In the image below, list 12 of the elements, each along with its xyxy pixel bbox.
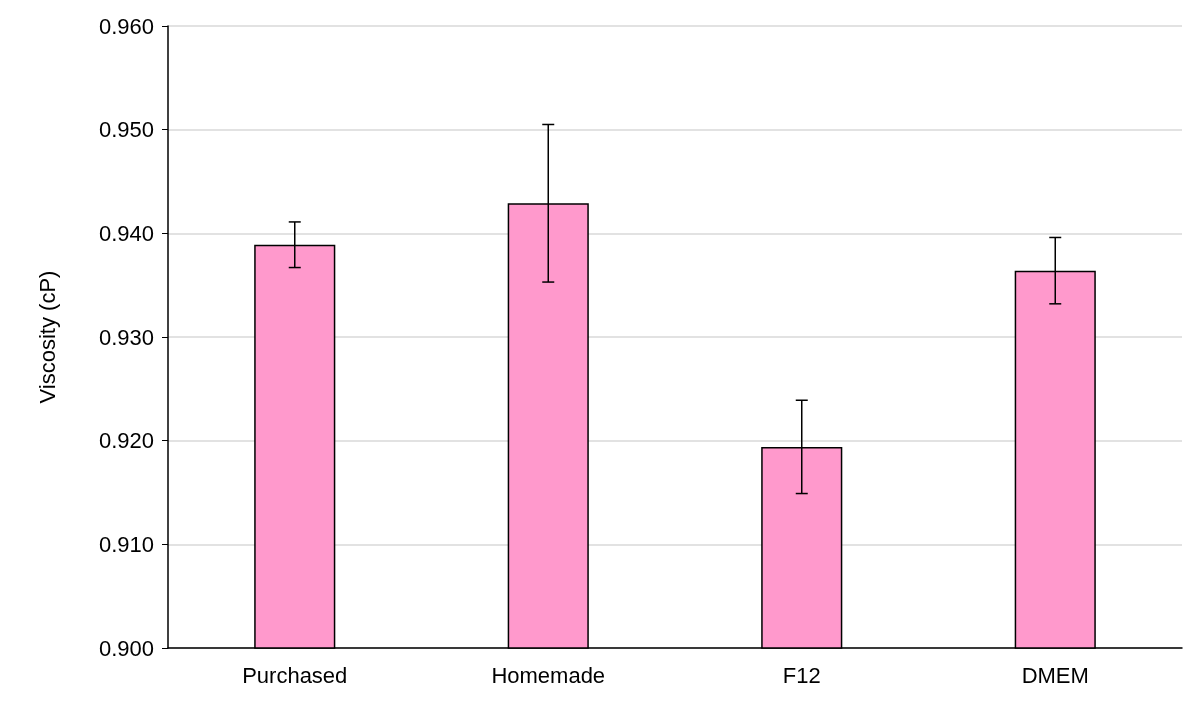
y-tick-label: 0.920 — [98, 428, 154, 454]
y-tick-label: 0.950 — [98, 117, 154, 143]
x-tick-label: Homemade — [491, 662, 606, 688]
y-tick-label: 0.900 — [98, 635, 154, 661]
x-tick-label: F12 — [782, 662, 821, 688]
x-tick-label: DMEM — [1021, 662, 1089, 688]
y-tick-label: 0.930 — [98, 324, 154, 350]
x-tick-label: Purchased — [242, 662, 348, 688]
y-tick-label: 0.960 — [98, 13, 154, 39]
y-tick-label: 0.940 — [98, 220, 154, 246]
y-axis-title: Viscosity (cP) — [34, 270, 60, 404]
y-tick-label: 0.910 — [98, 531, 154, 557]
